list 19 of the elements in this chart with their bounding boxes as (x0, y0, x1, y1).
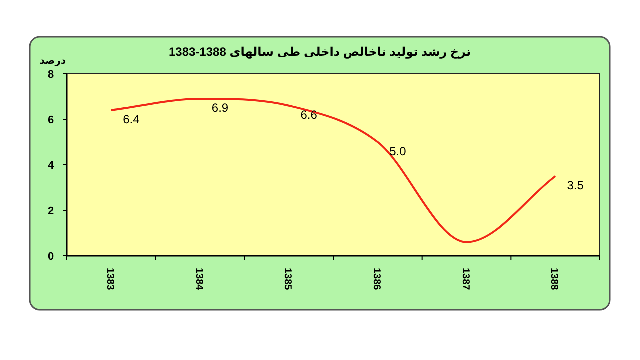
data-label: 6.9 (212, 101, 229, 116)
y-tick-label: 2 (48, 206, 54, 218)
data-label: 6.6 (300, 108, 318, 122)
y-tick-label: 6 (48, 114, 54, 126)
x-tick-label: 1386 (370, 268, 382, 291)
line-series (110, 98, 557, 244)
y-tick-label: 8 (48, 69, 54, 81)
x-tick-label: 1383 (104, 268, 116, 291)
y-tick-label: 4 (48, 160, 55, 172)
data-label: 6.4 (123, 112, 140, 126)
x-tick-label: 1388 (548, 268, 560, 291)
data-label: 3.5 (567, 178, 584, 192)
x-tick-label: 1385 (282, 268, 294, 291)
x-tick-label: 1384 (193, 268, 204, 291)
x-tick-label: 1387 (460, 268, 471, 291)
data-label: 5.0 (390, 144, 407, 158)
y-tick-label: 0 (48, 251, 54, 263)
y-axis-title: درصد (40, 56, 66, 67)
chart-title: نرخ رشد تولید ناخالص داخلی طی سالهای 1388-1383 (168, 45, 472, 59)
